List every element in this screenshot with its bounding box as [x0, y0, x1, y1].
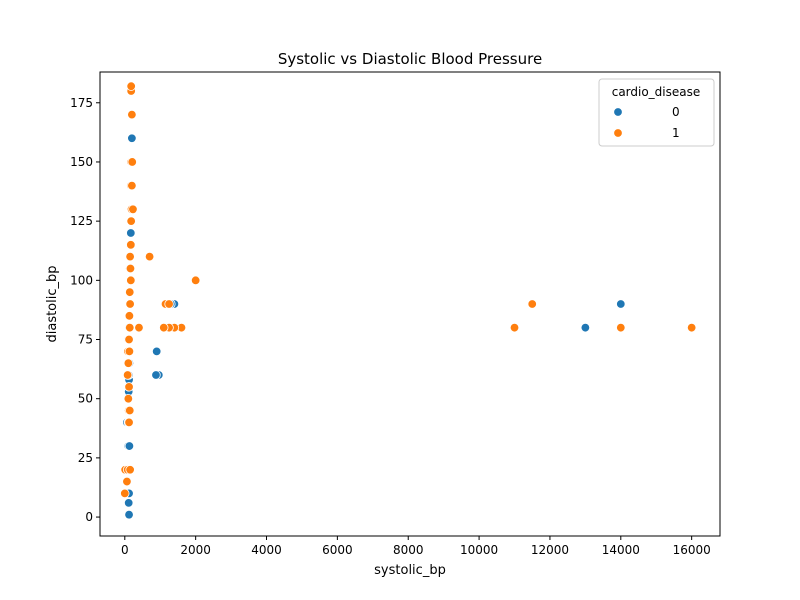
point-series-1 — [125, 263, 136, 274]
y-tick-label: 150 — [70, 155, 93, 169]
point-series-1 — [125, 322, 135, 333]
point-series-1 — [122, 370, 133, 380]
point-series-1 — [123, 358, 134, 368]
y-tick-label: 100 — [70, 273, 93, 287]
point-series-0 — [123, 498, 134, 508]
point-series-1 — [124, 382, 134, 392]
point-series-1 — [159, 322, 169, 333]
legend-title: cardio_disease — [612, 85, 701, 99]
x-tick-label: 2000 — [180, 543, 211, 557]
point-series-1 — [616, 322, 626, 333]
point-series-1 — [134, 322, 144, 333]
plot-frame — [99, 71, 721, 537]
point-series-1 — [126, 240, 136, 250]
legend-marker-1 — [613, 128, 623, 138]
x-axis-ticks: 0 2000 4000 6000 8000 10000 12000 14000 16000 — [121, 536, 711, 557]
legend-label-1: 1 — [672, 126, 680, 140]
point-series-1 — [123, 393, 134, 404]
y-axis-label: diastolic_bp — [45, 265, 60, 342]
point-series-0 — [616, 299, 626, 309]
legend-box — [598, 78, 715, 147]
point-series-1 — [127, 180, 137, 191]
point-series-1 — [190, 275, 201, 286]
x-tick-label: 6000 — [322, 543, 353, 557]
y-tick-label: 125 — [70, 214, 93, 228]
point-series-1 — [127, 157, 137, 167]
y-tick-label: 25 — [78, 451, 93, 465]
y-tick-label: 0 — [85, 510, 93, 524]
point-series-0 — [580, 322, 591, 333]
point-series-1 — [164, 299, 174, 309]
legend: cardio_disease 0 1 — [598, 78, 715, 147]
x-tick-label: 0 — [121, 543, 129, 557]
point-series-0 — [126, 228, 136, 238]
legend-marker-0 — [613, 107, 623, 117]
x-tick-label: 16000 — [673, 543, 711, 557]
point-series-1 — [125, 251, 135, 262]
legend-label-0: 0 — [672, 105, 680, 119]
x-tick-label: 4000 — [251, 543, 282, 557]
y-tick-label: 50 — [78, 392, 93, 406]
x-tick-label: 8000 — [393, 543, 424, 557]
y-tick-label: 175 — [70, 96, 93, 110]
point-series-0 — [124, 509, 134, 520]
point-series-1 — [120, 488, 130, 499]
point-series-1 — [124, 311, 135, 321]
chart-title: Systolic vs Diastolic Blood Pressure — [278, 50, 542, 68]
point-series-1 — [125, 465, 135, 475]
y-axis-ticks: 0 25 50 75 100 125 150 175 — [70, 96, 100, 524]
point-series-1 — [125, 405, 135, 416]
point-series-1 — [686, 322, 697, 333]
point-series-1 — [126, 275, 136, 286]
point-series-1 — [126, 216, 136, 226]
point-series-1 — [527, 299, 537, 309]
x-tick-label: 14000 — [602, 543, 640, 557]
x-tick-label: 12000 — [531, 543, 569, 557]
point-series-0 — [151, 346, 162, 357]
point-series-1 — [125, 299, 135, 309]
y-tick-label: 75 — [78, 333, 93, 347]
point-series-0 — [151, 370, 161, 380]
point-series-1 — [126, 81, 136, 91]
point-series-1 — [124, 334, 134, 345]
plot-points — [120, 81, 697, 520]
x-tick-label: 10000 — [460, 543, 498, 557]
point-series-1 — [124, 346, 135, 357]
point-series-1 — [144, 251, 155, 262]
point-series-1 — [128, 204, 138, 215]
point-series-1 — [509, 322, 520, 333]
point-series-1 — [127, 109, 137, 120]
point-series-1 — [122, 476, 132, 487]
point-series-1 — [125, 287, 135, 297]
point-series-1 — [124, 417, 134, 428]
x-axis-label: systolic_bp — [374, 563, 446, 578]
point-series-0 — [127, 133, 137, 143]
point-series-0 — [124, 441, 135, 451]
